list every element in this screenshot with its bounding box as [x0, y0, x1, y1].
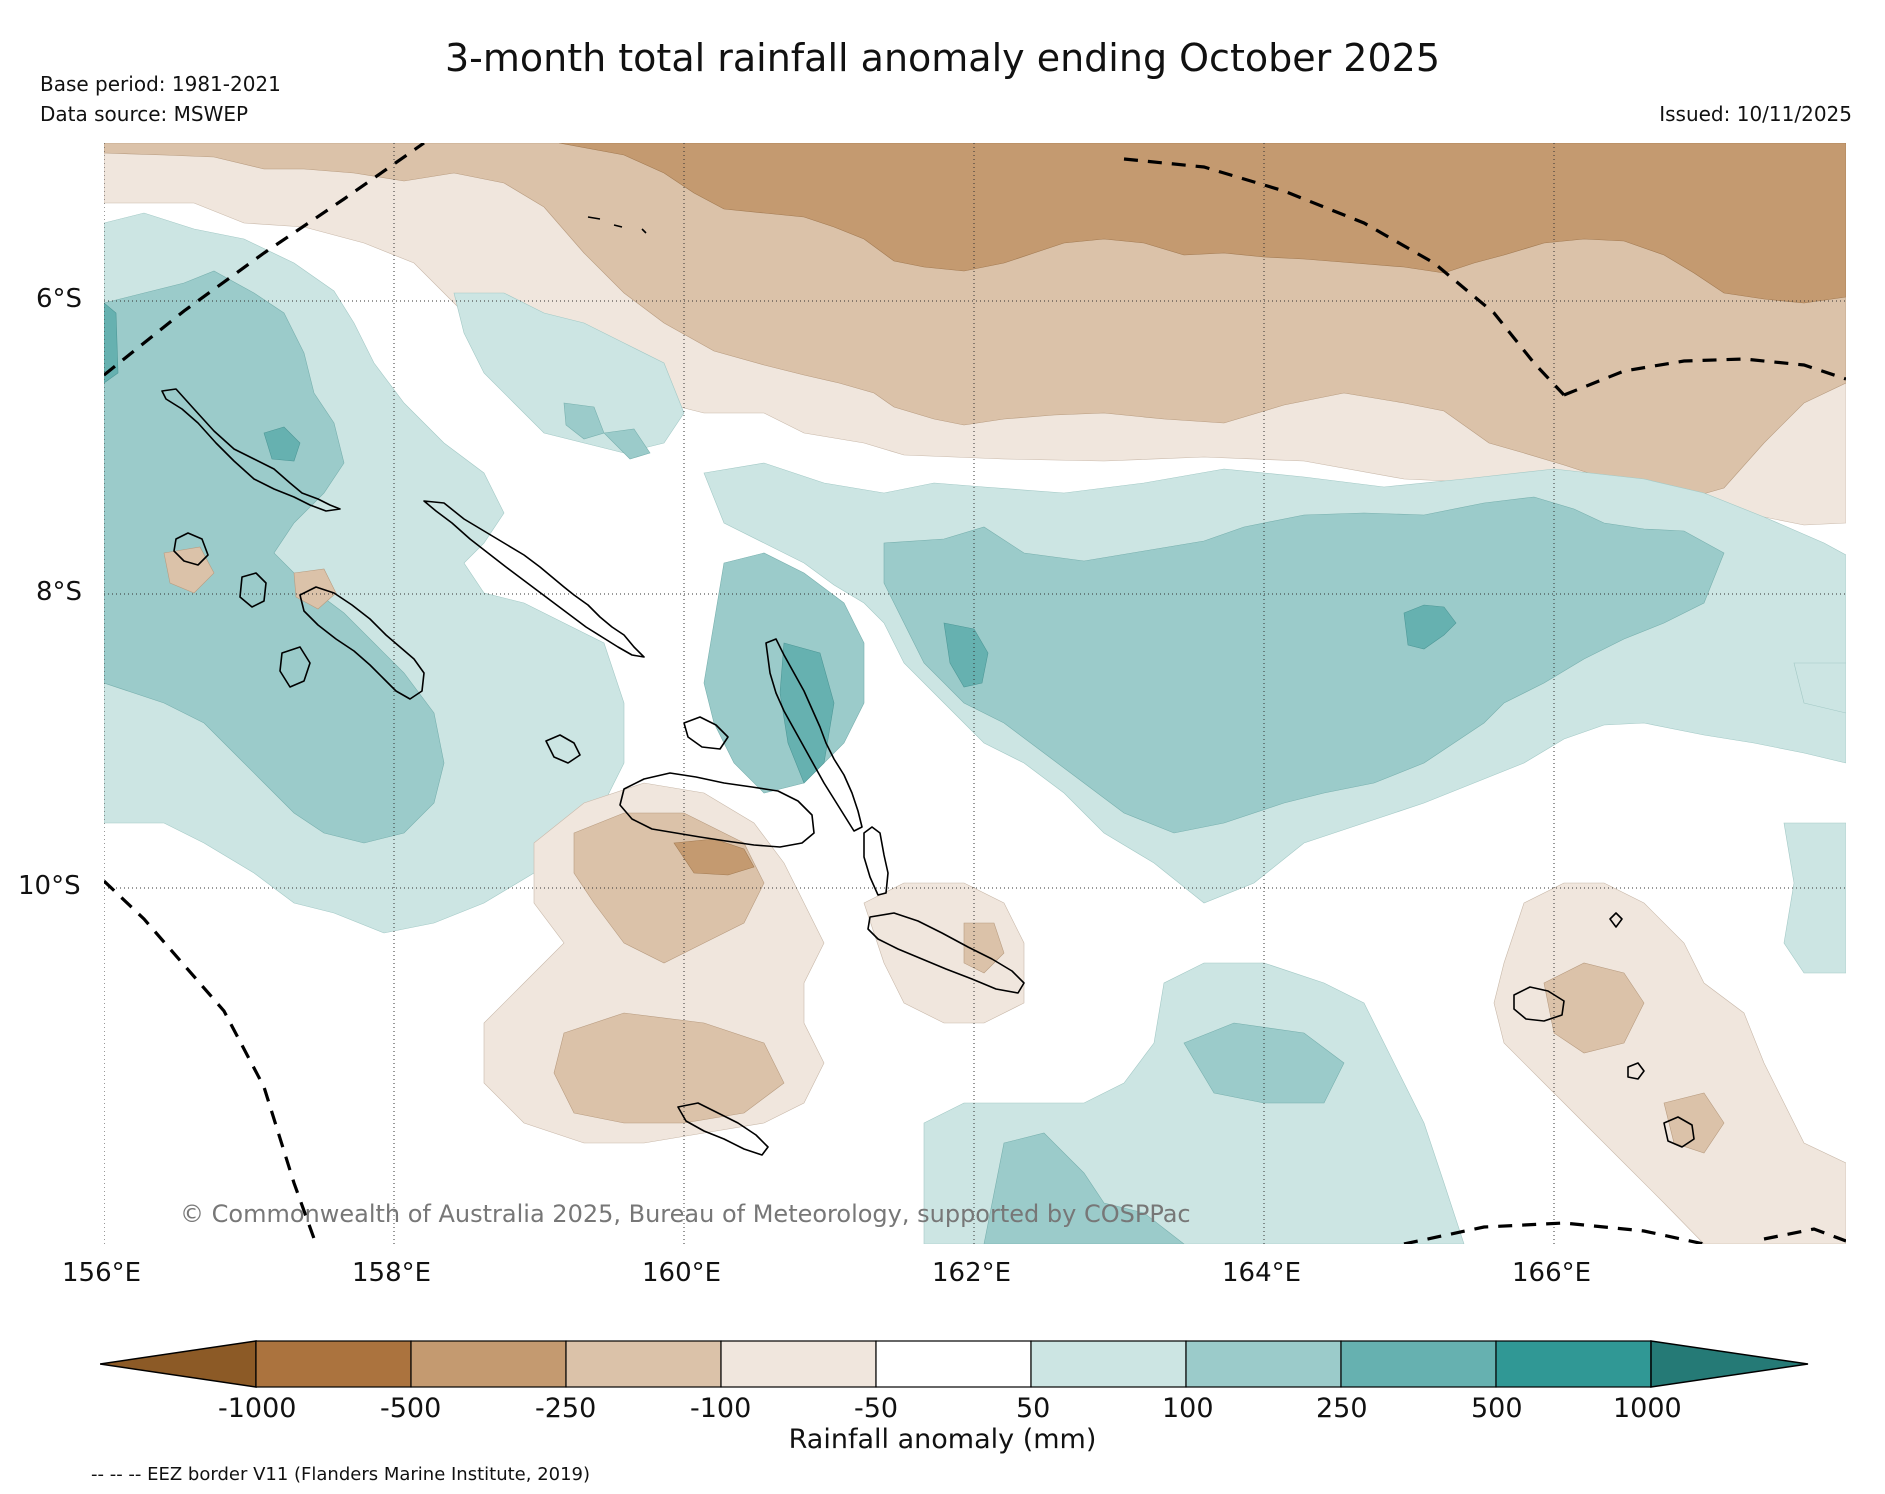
wet-core-central: [1403, 604, 1457, 650]
eez-footnote: -- -- -- EEZ border V11 (Flanders Marine…: [91, 1464, 591, 1485]
wet-southeast-medium: [983, 1022, 1345, 1244]
colorbar-tick-label: -1000: [218, 1393, 297, 1424]
colorbar-segment-gt-1000: [1650, 1340, 1809, 1388]
eez-border-nauru-north: [1123, 157, 1566, 397]
coastline-florida: [683, 716, 729, 750]
lat-label-8S: 8°S: [36, 577, 83, 607]
colorbar-tick-label: -50: [854, 1393, 899, 1424]
lon-label-166E: 166°E: [1512, 1258, 1592, 1288]
coastline-bougainville: [161, 388, 341, 512]
lon-label-160E: 160°E: [642, 1258, 722, 1288]
colorbar-tick-label: 500: [1471, 1393, 1523, 1424]
coastline-makira: [867, 912, 1025, 994]
wet-west-medium: [104, 270, 445, 844]
colorbar-segment-8: [1340, 1340, 1497, 1388]
colorbar-tick-label: 250: [1316, 1393, 1368, 1424]
coastline-rendova: [279, 646, 311, 688]
colorbar-segment-4: [720, 1340, 877, 1388]
colorbar-segment-lt-1000: [100, 1340, 257, 1388]
eez-border-png-north: [104, 143, 425, 377]
coastline-choiseul: [423, 500, 645, 658]
eez-border-vanuatu-east: [1763, 1227, 1846, 1243]
coastline-guadalcanal: [619, 772, 815, 848]
coastline-shortland: [173, 532, 209, 566]
wet-mid-light: [453, 292, 685, 454]
issued-date-text: Issued: 10/11/2025: [1659, 102, 1852, 126]
lon-label-156E: 156°E: [62, 1258, 142, 1288]
wet-mid-medium: [563, 402, 651, 460]
coastline-malaita: [863, 826, 889, 896]
colorbar-segment-5: [875, 1340, 1032, 1388]
coastlines: [161, 216, 1695, 1156]
colorbar-segment-1: [255, 1340, 412, 1388]
coastline-new-georgia: [299, 586, 425, 700]
colorbar-tick-label: -250: [535, 1393, 597, 1424]
eez-border-tuvalu-east: [1563, 357, 1846, 397]
dry-southcentral-light: [863, 882, 1025, 1024]
colorbar-tick-label: 50: [1016, 1393, 1051, 1424]
dry-southeast-medium: [1543, 962, 1725, 1154]
wet-isabel-core: [779, 642, 835, 784]
coastline-utupua: [1627, 1062, 1645, 1080]
eez-border-png-southwest: [104, 879, 318, 1244]
colorbar-tick-label: -500: [380, 1393, 442, 1424]
lon-label-164E: 164°E: [1222, 1258, 1302, 1288]
colorbar: [100, 1340, 1809, 1388]
coastline-santa-cruz: [1513, 986, 1565, 1022]
coastline-russell: [545, 734, 581, 764]
coastline-santa-isabel: [765, 638, 863, 832]
wet-east-light: [1783, 662, 1846, 974]
coastline-rennell: [677, 1102, 769, 1156]
colorbar-segment-7: [1185, 1340, 1342, 1388]
coastline-vanikoro: [1663, 1116, 1695, 1148]
colorbar-title: Rainfall anomaly (mm): [788, 1424, 1097, 1455]
colorbar-segment-6: [1030, 1340, 1187, 1388]
wet-band-central-medium: [883, 496, 1725, 834]
wet-core-central-2: [943, 622, 989, 688]
eez-border-vanuatu-south: [1403, 1221, 1705, 1244]
anomaly-shading: [104, 143, 1846, 1244]
coastline-vella-lavella: [239, 572, 267, 608]
colorbar-tick-label: 1000: [1613, 1393, 1682, 1424]
dry-west-small: [163, 546, 337, 610]
colorbar-tick-label: -100: [690, 1393, 752, 1424]
lat-label-10S: 10°S: [18, 871, 81, 901]
chart-title: 3-month total rainfall anomaly ending Oc…: [444, 36, 1440, 80]
colorbar-segment-9: [1495, 1340, 1652, 1388]
dry-core-north: [558, 143, 1846, 304]
colorbar-segment-2: [410, 1340, 567, 1388]
lon-label-162E: 162°E: [932, 1258, 1012, 1288]
wet-west-core: [104, 302, 301, 462]
coastline-ontong-java: [587, 216, 647, 234]
lat-label-6S: 6°S: [36, 284, 83, 314]
coastline-duff: [1609, 912, 1623, 928]
base-period-text: Base period: 1981-2021: [40, 72, 281, 96]
colorbar-tick-label: 100: [1162, 1393, 1214, 1424]
data-source-text: Data source: MSWEP: [40, 102, 249, 126]
rainfall-anomaly-map: [104, 143, 1846, 1244]
eez-borders: [104, 143, 1846, 1244]
lon-label-158E: 158°E: [352, 1258, 432, 1288]
colorbar-segment-3: [565, 1340, 722, 1388]
copyright-credit: © Commonwealth of Australia 2025, Bureau…: [180, 1200, 1191, 1228]
dry-south-medium: [553, 812, 785, 1124]
